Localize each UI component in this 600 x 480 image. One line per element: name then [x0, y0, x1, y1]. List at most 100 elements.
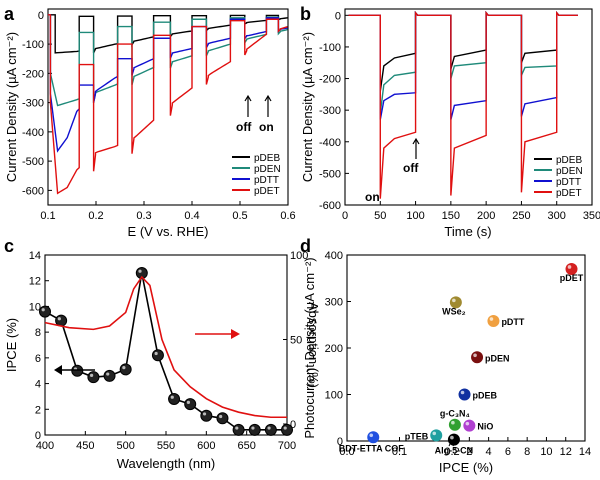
- y-tick-label-d: 100: [325, 390, 343, 402]
- ipce-point-highlight-c: [154, 351, 158, 356]
- ipce-point-highlight-c: [57, 317, 61, 321]
- scatter-point-highlight-d: [451, 420, 455, 425]
- y-tick-label-a: -400: [22, 127, 44, 139]
- xlabel-d: IPCE (%): [439, 460, 493, 475]
- x-tick-label-b: 350: [583, 210, 600, 222]
- y-tick-label-b: -500: [319, 168, 341, 180]
- ipce-point-c: [200, 409, 213, 422]
- scatter-point-d: [458, 388, 471, 401]
- x-tick-label-d: 6: [505, 446, 511, 458]
- x-tick-label-c: 400: [36, 440, 54, 452]
- ipce-point-c: [232, 423, 245, 436]
- series-line-b-pDEN: [348, 10, 578, 114]
- scatter-point-highlight-d: [567, 265, 572, 269]
- ylabel-d: Photocurrent Density (µA cm⁻²): [302, 257, 317, 438]
- ipce-point-highlight-c: [251, 426, 255, 430]
- y2-tick-label-c: 50: [290, 335, 302, 347]
- series-line-b-pDEB: [348, 10, 578, 92]
- x-tick-label-a: 0.5: [232, 210, 247, 222]
- y-tick-label-b: -400: [319, 137, 341, 149]
- arrow-b: [412, 137, 420, 159]
- x-tick-label-d: 0.1: [392, 446, 407, 458]
- x-tick-label-a: 0.4: [184, 210, 199, 222]
- series-line-a-pDEB: [48, 14, 288, 54]
- ipce-point-highlight-c: [90, 373, 94, 377]
- panel-c: c 400 450 500 550 600 650 700 0 2 4 6 8 10 12 14 0 50 100…: [4, 236, 321, 471]
- x-tick-label-b: 0: [342, 210, 348, 222]
- annotation-off-b: off: [403, 161, 419, 175]
- series-c: [39, 267, 293, 436]
- y-tick-label-a: -300: [22, 98, 44, 110]
- panel-letter-a: a: [4, 4, 15, 24]
- ipce-point-highlight-c: [122, 366, 126, 370]
- x-tick-label-d: 0.0: [339, 446, 354, 458]
- y-tick-label-d: 0: [337, 436, 343, 448]
- x-tick-label-c: 450: [76, 440, 94, 452]
- y-tick-label-b: -300: [319, 105, 341, 117]
- panel-letter-b: b: [300, 4, 311, 24]
- y-tick-label-a: 0: [38, 10, 44, 22]
- annotation-on-b: on: [365, 190, 380, 204]
- y-tick-label-c: 10: [29, 301, 41, 313]
- y-tick-label-a: -500: [22, 156, 44, 168]
- ipce-point-highlight-c: [202, 412, 207, 416]
- y-tick-label-c: 8: [35, 327, 41, 339]
- ipce-point-highlight-c: [138, 269, 142, 273]
- series-line-c-1: [44, 275, 287, 419]
- ipce-point-highlight-c: [186, 400, 190, 404]
- arrows-a: [244, 94, 272, 117]
- y-tick-label-c: 0: [35, 430, 41, 442]
- x-tick-label-c: 600: [197, 440, 215, 452]
- legend-label-b: pDTT: [556, 177, 581, 188]
- y-tick-label-b: -600: [319, 200, 341, 212]
- ipce-point-c: [39, 305, 51, 318]
- series-line-b-pDTT: [348, 10, 578, 120]
- x-tick-label-b: 100: [406, 210, 424, 222]
- ipce-point-c: [281, 423, 293, 436]
- series-a: [48, 14, 288, 195]
- scatter-point-d: [487, 315, 500, 328]
- ipce-point-c: [87, 371, 100, 384]
- series-b: [348, 10, 578, 199]
- ipce-point-c: [264, 423, 277, 436]
- y2-tick-label-c: 100: [290, 250, 308, 262]
- ipce-point-c: [151, 349, 164, 362]
- plot-frame-a: [47, 8, 289, 206]
- scatter-point-d: [367, 431, 380, 444]
- ipce-point-highlight-c: [235, 426, 239, 430]
- ipce-point-highlight-c: [267, 426, 271, 430]
- x-tick-label-b: 150: [442, 210, 460, 222]
- ipce-point-highlight-c: [170, 395, 174, 399]
- panel-b: b 0 50 100 150 200 250 300 350 0 -100 -200 -300 -400…: [300, 4, 600, 239]
- scatter-label-d: BDT-ETTA COF: [339, 443, 404, 453]
- scatter-point-highlight-d: [432, 431, 437, 436]
- legend-label-a: pDEN: [254, 164, 281, 175]
- y2-tick-label-c: 0: [290, 419, 296, 431]
- x-tick-label-b: 50: [374, 210, 386, 222]
- x-tick-label-b: 250: [512, 210, 530, 222]
- scatter-point-d: [430, 429, 443, 442]
- x-tick-label-a: 0.6: [280, 210, 295, 222]
- y-tick-label-c: 4: [35, 379, 41, 391]
- y-tick-label-c: 14: [29, 250, 41, 262]
- ylabel-c: IPCE (%): [4, 318, 19, 372]
- legend-label-b: pDEN: [556, 166, 583, 177]
- x-tick-label-c: 700: [278, 440, 296, 452]
- scatter-point-highlight-d: [450, 435, 454, 440]
- x-tick-label-c: 500: [116, 440, 134, 452]
- legend-label-a: pDEB: [254, 153, 280, 164]
- x-tick-label-d: 4: [486, 446, 492, 458]
- x-tick-label-d: 14: [579, 446, 591, 458]
- ipce-point-highlight-c: [283, 426, 287, 430]
- y-tick-label-b: 0: [335, 10, 341, 22]
- scatter-point-highlight-d: [465, 421, 470, 426]
- x-tick-label-a: 0.2: [88, 210, 103, 222]
- y2label-c: Absorption (%): [306, 302, 321, 388]
- panel-a: a 0.1 0.2 0.3 0.4 0.5 0.6 0 -100 -200 -300 -400 -50…: [4, 4, 296, 239]
- y-tick-label-c: 6: [35, 353, 41, 365]
- ipce-point-c: [216, 412, 229, 425]
- y-tick-label-c: 12: [29, 276, 41, 288]
- scatter-point-highlight-d: [460, 390, 465, 395]
